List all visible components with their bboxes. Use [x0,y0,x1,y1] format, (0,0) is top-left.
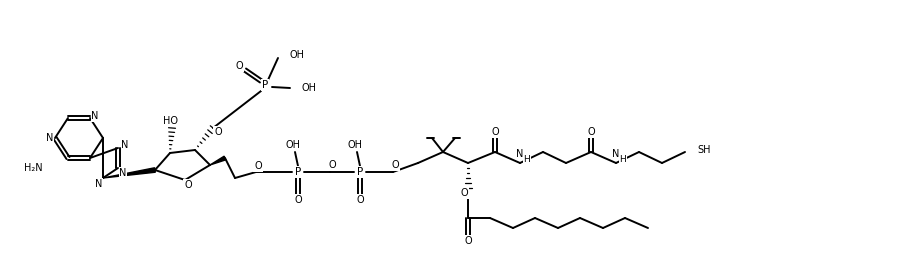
Text: O: O [392,160,399,170]
Text: OH: OH [290,50,305,60]
Polygon shape [210,156,226,165]
Text: OH: OH [285,140,301,150]
Text: HO: HO [163,116,177,126]
Text: N: N [95,179,103,189]
Text: O: O [460,188,468,198]
Text: O: O [356,195,364,205]
Text: O: O [214,127,221,137]
Text: O: O [235,61,243,71]
Text: N: N [517,149,524,159]
Text: N: N [612,149,620,159]
Text: O: O [254,161,262,171]
Text: O: O [294,195,302,205]
Text: H: H [619,156,626,164]
Text: H: H [524,156,530,164]
Text: N: N [46,133,54,143]
Text: O: O [491,127,499,137]
Text: SH: SH [697,145,710,155]
Text: P: P [262,80,268,90]
Text: OH: OH [302,83,317,93]
Text: N: N [120,168,127,178]
Text: P: P [295,167,302,177]
Text: OH: OH [347,140,363,150]
Text: H₂N: H₂N [24,163,43,173]
Text: O: O [464,236,472,246]
Text: N: N [91,111,99,121]
Polygon shape [103,168,156,178]
Text: O: O [587,127,595,137]
Text: N: N [122,140,129,150]
Text: O: O [328,160,336,170]
Text: O: O [184,180,192,190]
Text: P: P [357,167,363,177]
